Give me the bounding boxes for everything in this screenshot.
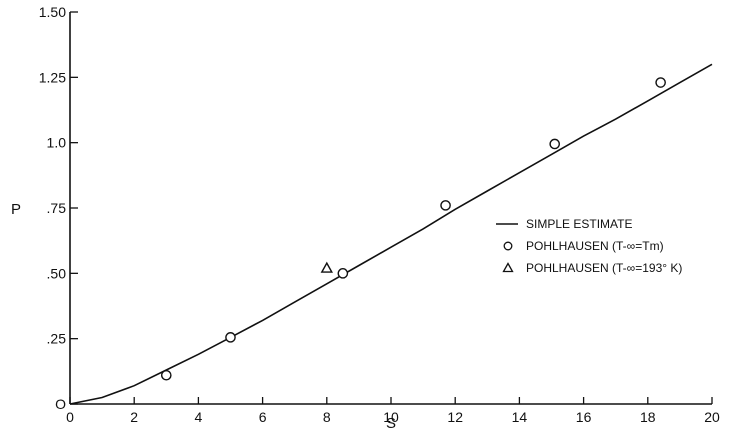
x-tick-label: 10: [383, 409, 399, 425]
y-tick-label: .25: [47, 331, 67, 347]
x-tick-label: 16: [576, 409, 592, 425]
x-tick-label: 2: [130, 409, 138, 425]
pohlhausen-tm-point: [655, 77, 666, 88]
x-tick-label: 8: [323, 409, 331, 425]
pohlhausen-193k-point: [320, 261, 333, 273]
x-tick-label: 4: [195, 409, 203, 425]
y-tick-label: 1.0: [47, 135, 67, 151]
x-tick-label: 12: [447, 409, 463, 425]
y-ticks: O .25 .50 .75 1.0 1.25 1.50: [39, 4, 78, 412]
legend-label-pohlhausen-tm: POHLHAUSEN (T-∞=Tm): [526, 239, 664, 253]
x-tick-label: 14: [512, 409, 528, 425]
x-tick-label: 18: [640, 409, 656, 425]
x-tick-label: 20: [704, 409, 720, 425]
y-tick-label: O: [55, 396, 66, 412]
x-ticks: 0 2 4 6 8 10 12 14 16 18 20: [66, 397, 720, 425]
pohlhausen-tm-point: [225, 332, 236, 343]
pohlhausen-tm-point: [160, 369, 172, 381]
y-tick-label: .75: [47, 200, 67, 216]
y-tick-label: 1.25: [39, 69, 66, 85]
x-axis-label: S: [386, 415, 396, 432]
y-tick-label: 1.50: [39, 4, 66, 20]
legend-circle-swatch: [503, 241, 513, 251]
pohlhausen-tm-point: [440, 200, 451, 211]
axes: [69, 12, 712, 405]
x-tick-label: 6: [259, 409, 267, 425]
y-tick-label: .50: [47, 265, 67, 281]
legend: SIMPLE ESTIMATE POHLHAUSEN (T-∞=Tm) POHL…: [496, 217, 682, 275]
legend-label-simple-estimate: SIMPLE ESTIMATE: [526, 217, 632, 231]
legend-triangle-swatch: [502, 262, 514, 273]
series-layer: [69, 63, 713, 405]
x-tick-label: 0: [66, 409, 74, 425]
legend-label-pohlhausen-193k: POHLHAUSEN (T-∞=193° K): [526, 261, 682, 275]
y-axis-label: P: [11, 201, 21, 218]
pohlhausen-tm-point: [549, 138, 561, 150]
simple-estimate-line: [69, 63, 713, 405]
pohlhausen-tm-point: [337, 268, 349, 279]
